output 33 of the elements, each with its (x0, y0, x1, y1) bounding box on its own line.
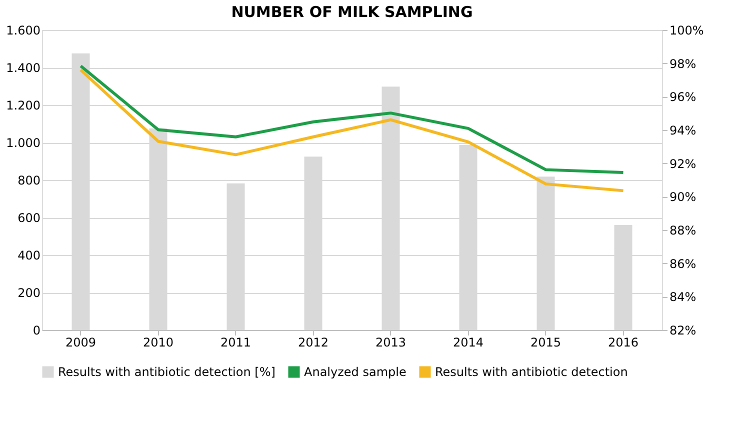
y2-tick-label: 82% (670, 324, 696, 338)
y2-tick-label: 88% (670, 224, 696, 238)
y-tick-label: 0 (32, 324, 40, 338)
x-tick-label: 2009 (65, 336, 96, 350)
x-tick-label: 2016 (608, 336, 639, 350)
y-tick-label: 1.600 (6, 24, 40, 38)
x-tick-label: 2012 (298, 336, 329, 350)
y2-tick-label: 96% (670, 90, 696, 104)
y-tick-label: 1.400 (6, 61, 40, 75)
x-tick-label: 2010 (142, 336, 174, 350)
y2-tick-label: 98% (670, 56, 696, 71)
x-tick-label: 2013 (375, 336, 406, 350)
y2-tick-label: 90% (670, 190, 696, 204)
y2-tick-label: 100% (670, 24, 704, 38)
chart-title: NUMBER OF MILK SAMPLING (231, 3, 473, 21)
legend-label: Results with antibiotic detection [%] (58, 365, 276, 379)
y-tick-label: 200 (18, 286, 40, 300)
y-tick-label: 1.200 (6, 98, 40, 112)
legend-label: Analyzed sample (304, 365, 406, 379)
x-tick-label: 2011 (220, 336, 252, 350)
y2-tick-label: 84% (670, 290, 696, 304)
line-series (79, 64, 625, 174)
legend-label: Results with antibiotic detection (435, 365, 628, 379)
y2-tick-label: 94% (670, 124, 696, 138)
y-tick-label: 600 (18, 211, 40, 225)
y-tick-label: 800 (18, 174, 40, 188)
x-tick-label: 2014 (452, 336, 484, 350)
line-series (79, 68, 625, 192)
x-tick-label: 2015 (530, 336, 562, 350)
y-tick-label: 1.000 (6, 136, 40, 150)
y2-tick-label: 86% (670, 256, 696, 271)
y-tick-label: 400 (18, 248, 40, 262)
y2-tick-label: 92% (670, 156, 696, 171)
